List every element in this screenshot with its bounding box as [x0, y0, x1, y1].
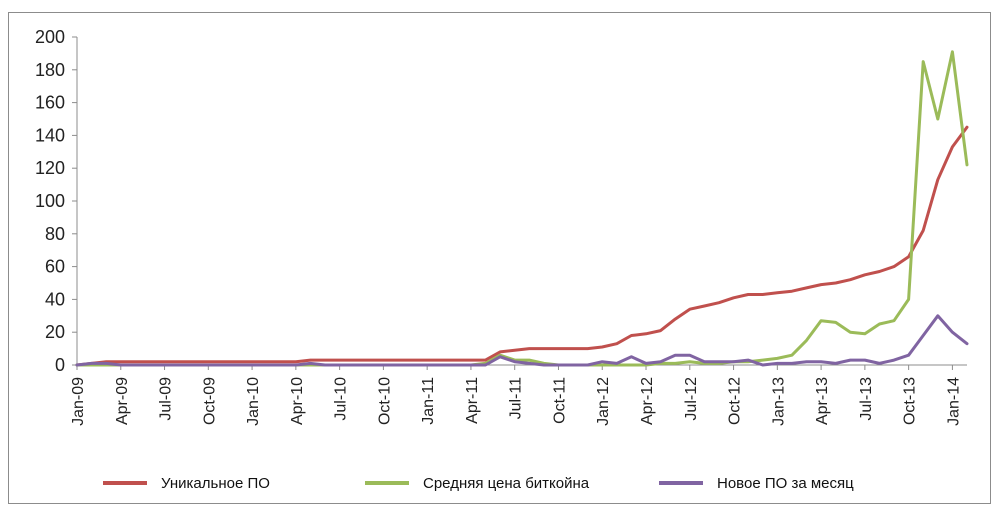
chart-frame: 0 20 40 60 80 100 120 140 160 180 200 Jan-09 Apr-09… — [8, 12, 991, 504]
x-tick-label: Jan-09 — [70, 377, 87, 426]
legend-swatch — [659, 481, 703, 485]
x-tick-label: Apr-10 — [289, 377, 306, 425]
x-tick-label: Apr-13 — [814, 377, 831, 425]
x-tick-label: Oct-13 — [902, 377, 919, 425]
y-tick-label: 120 — [35, 158, 65, 178]
x-tick-label: Oct-09 — [201, 377, 218, 425]
y-tick-label: 180 — [35, 60, 65, 80]
legend: Уникальное ПО Средняя цена биткойна Новое … — [103, 471, 923, 495]
line-chart: 0 20 40 60 80 100 120 140 160 180 200 Jan-09 Apr-09… — [35, 27, 969, 426]
legend-label: Средняя цена биткойна — [423, 474, 590, 492]
series-line-3 — [75, 314, 969, 367]
y-tick-label: 80 — [45, 224, 65, 244]
series-line-1 — [75, 125, 969, 367]
legend-swatch — [365, 481, 409, 485]
x-tick-label: Apr-12 — [639, 377, 656, 425]
y-tick-label: 20 — [45, 322, 65, 342]
x-tick-label: Jan-11 — [420, 377, 437, 425]
y-tick-label: 160 — [35, 93, 65, 113]
legend-item: Средняя цена биткойна — [365, 471, 589, 495]
legend-label: Новое ПО за месяц — [717, 474, 854, 492]
y-tick-label: 60 — [45, 257, 65, 277]
x-tick-label: Jul-10 — [333, 377, 350, 421]
series-line-2 — [75, 50, 969, 367]
x-tick-label: Oct-10 — [376, 377, 393, 425]
x-tick-label: Oct-12 — [727, 377, 744, 425]
x-axis: Jan-09 Apr-09 Jul-09 Oct-09 Jan-10 Apr-10 Jul-… — [70, 364, 967, 426]
x-tick-label: Jan-13 — [770, 377, 787, 426]
x-tick-label: Jan-12 — [595, 377, 612, 426]
x-tick-label: Jul-13 — [858, 377, 875, 421]
x-tick-label: Apr-11 — [464, 377, 481, 424]
x-tick-label: Jan-10 — [245, 377, 262, 426]
y-tick-label: 140 — [35, 125, 65, 145]
x-tick-label: Oct-11 — [551, 377, 568, 424]
legend-item: Новое ПО за месяц — [659, 471, 854, 495]
x-tick-label: Jul-09 — [158, 377, 175, 421]
legend-label: Уникальное ПО — [161, 474, 270, 492]
y-axis: 0 20 40 60 80 100 120 140 160 180 200 — [35, 27, 78, 375]
y-tick-label: 40 — [45, 289, 65, 309]
x-tick-label: Jan-14 — [945, 377, 962, 426]
y-tick-label: 0 — [55, 355, 65, 375]
y-tick-label: 200 — [35, 27, 65, 47]
legend-item: Уникальное ПО — [103, 471, 270, 495]
y-tick-label: 100 — [35, 191, 65, 211]
x-tick-label: Jul-11 — [508, 377, 525, 419]
series-lines — [75, 50, 969, 367]
legend-swatch — [103, 481, 147, 485]
x-tick-label: Jul-12 — [683, 377, 700, 421]
x-tick-label: Apr-09 — [114, 377, 131, 425]
